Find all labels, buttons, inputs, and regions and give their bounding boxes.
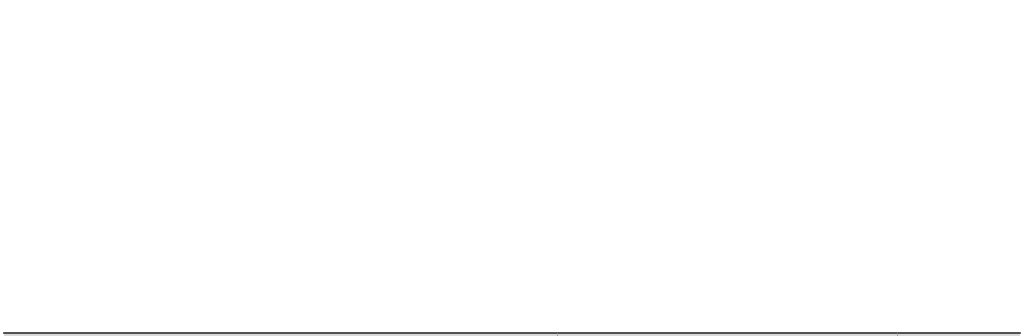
Bar [4, 333, 1020, 336]
